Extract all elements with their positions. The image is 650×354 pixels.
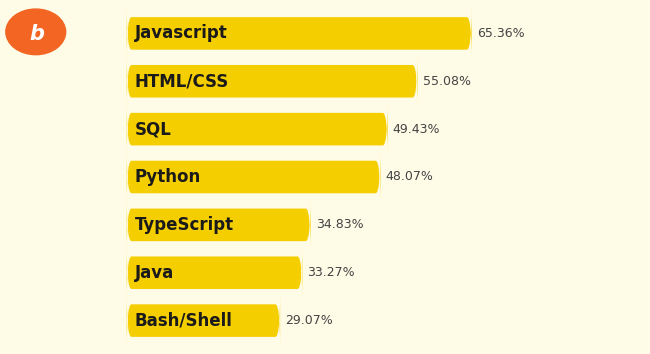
Text: 33.27%: 33.27% <box>307 266 355 279</box>
FancyBboxPatch shape <box>127 198 311 252</box>
Text: b: b <box>29 24 45 44</box>
Text: SQL: SQL <box>135 120 172 138</box>
FancyBboxPatch shape <box>127 7 472 60</box>
Text: 34.83%: 34.83% <box>316 218 363 232</box>
Text: Java: Java <box>135 264 174 282</box>
Text: Bash/Shell: Bash/Shell <box>135 312 233 330</box>
Text: Javascript: Javascript <box>135 24 227 42</box>
Text: HTML/CSS: HTML/CSS <box>135 72 229 90</box>
FancyBboxPatch shape <box>127 246 302 299</box>
FancyBboxPatch shape <box>127 55 417 108</box>
Text: TypeScript: TypeScript <box>135 216 234 234</box>
FancyBboxPatch shape <box>127 150 380 204</box>
FancyBboxPatch shape <box>127 294 280 347</box>
Text: 65.36%: 65.36% <box>477 27 525 40</box>
Text: 55.08%: 55.08% <box>422 75 471 88</box>
FancyBboxPatch shape <box>127 102 387 156</box>
Text: 48.07%: 48.07% <box>385 171 434 183</box>
Text: 49.43%: 49.43% <box>393 122 440 136</box>
Text: Python: Python <box>135 168 201 186</box>
Circle shape <box>6 9 66 55</box>
Text: 29.07%: 29.07% <box>285 314 333 327</box>
